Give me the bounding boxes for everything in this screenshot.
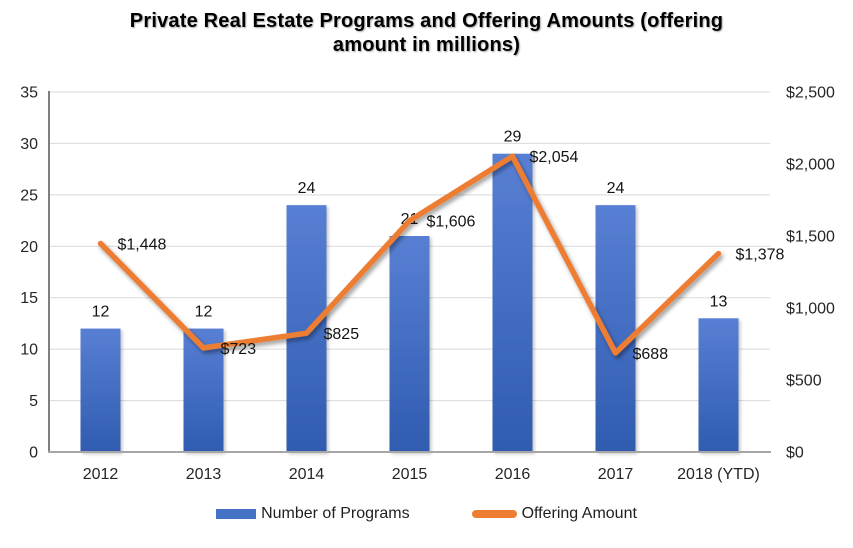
x-axis-label-2018 (YTD): 2018 (YTD) (677, 466, 760, 483)
bar-label-2018 (YTD): 13 (710, 293, 728, 310)
left-axis-tick-25: 25 (20, 187, 38, 204)
left-axis-tick-15: 15 (20, 290, 38, 307)
legend-label-offering-amount: Offering Amount (521, 505, 637, 522)
x-axis-label-2012: 2012 (83, 466, 119, 483)
x-axis-label-2013: 2013 (186, 466, 222, 483)
chart-legend: Number of Programs Offering Amount (0, 505, 853, 523)
bar-label-2014: 24 (298, 180, 316, 197)
bar-label-2013: 12 (195, 304, 213, 321)
x-axis-label-2015: 2015 (392, 466, 428, 483)
line-label-2015: $1,606 (427, 214, 476, 231)
chart-title-line1: Private Real Estate Programs and Offerin… (129, 10, 724, 32)
right-axis-tick-0: $2,500 (786, 85, 835, 102)
bar-2018 (YTD) (698, 318, 739, 452)
right-axis-tick-5: $0 (786, 445, 804, 462)
left-axis-tick-10: 10 (20, 342, 38, 359)
bar-label-2016: 29 (504, 129, 522, 146)
bar-label-2012: 12 (92, 304, 110, 321)
left-axis-tick-30: 30 (20, 136, 38, 153)
legend-line-swatch-icon (471, 510, 517, 518)
bar-2016 (492, 153, 533, 452)
chart-title-line2: amount in millions) (332, 34, 521, 56)
right-axis-tick-1: $2,000 (786, 157, 835, 174)
legend-label-number-of-programs: Number of Programs (261, 505, 410, 522)
line-label-2018 (YTD): $1,378 (736, 247, 785, 264)
line-label-2013: $723 (221, 341, 257, 358)
offering-amount-line (97, 153, 722, 356)
bar-label-2017: 24 (607, 180, 625, 197)
right-axis-tick-4: $500 (786, 373, 822, 390)
left-axis-tick-5: 5 (29, 393, 38, 410)
right-axis-tick-3: $1,000 (786, 301, 835, 318)
left-axis-tick-0: 0 (29, 445, 38, 462)
legend-item-offering-amount: Offering Amount (471, 505, 637, 523)
line-label-2016: $2,054 (530, 149, 579, 166)
legend-item-number-of-programs: Number of Programs (216, 505, 410, 523)
bar-2014 (286, 205, 327, 452)
bar-2015 (389, 236, 430, 452)
right-axis-tick-2: $1,500 (786, 229, 835, 246)
x-axis-label-2014: 2014 (289, 466, 325, 483)
legend-bar-swatch-icon (216, 509, 257, 519)
line-label-2017: $688 (633, 346, 669, 363)
left-axis-tick-35: 35 (20, 85, 38, 102)
chart-title: Private Real Estate Programs and Offerin… (0, 9, 853, 57)
x-axis-label-2016: 2016 (495, 466, 531, 483)
line-label-2014: $825 (324, 326, 360, 343)
x-axis-label-2017: 2017 (598, 466, 634, 483)
bar-2012 (80, 328, 121, 452)
left-axis-tick-20: 20 (20, 239, 38, 256)
line-label-2012: $1,448 (118, 236, 167, 253)
